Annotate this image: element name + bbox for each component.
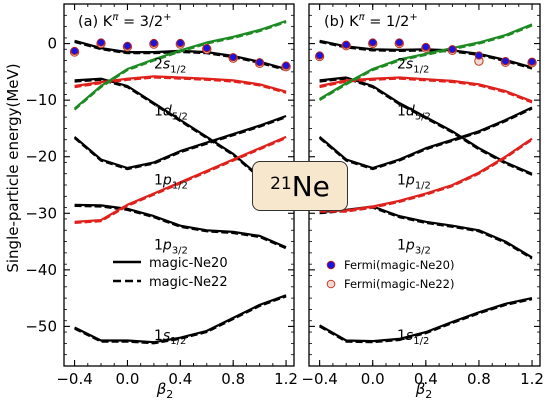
x-tick-label: −0.4 [56, 370, 92, 388]
x-tick-label: 0.4 [414, 370, 438, 388]
fermi-ne20-point [474, 51, 484, 60]
fermi-ne20-point [342, 40, 351, 49]
legend-marker [326, 260, 336, 270]
panel-title: (a) Kπ = 3/2+ [78, 12, 171, 30]
series-line-dashed-black-3 [74, 205, 287, 250]
fermi-ne20-point [149, 38, 158, 48]
fermi-ne20-point [315, 51, 324, 60]
x-axis-title-a: β2 [156, 380, 174, 401]
orbital-label: 1d5/2 [397, 103, 431, 122]
series-line-dashed-red-6 [74, 137, 287, 224]
nucleus-label-box: 21 Ne [252, 161, 348, 211]
x-tick-label: 0.8 [221, 370, 245, 388]
series-line-black-2 [318, 106, 533, 170]
orbital-label: 1d5/2 [154, 103, 188, 122]
series-line-green-7 [319, 23, 533, 100]
series-line-dashed-green-7 [73, 21, 287, 111]
y-tick-label: −50 [25, 317, 57, 335]
orbital-label: 2s1/2 [154, 56, 186, 75]
x-tick-label: 0.0 [361, 370, 385, 388]
series-line-black-2 [73, 114, 287, 170]
series-line-dashed-red-6 [319, 138, 533, 213]
series-group [73, 19, 287, 345]
orbital-label: 1p1/2 [397, 172, 431, 191]
series-line-dashed-black-2 [73, 116, 287, 171]
fermi-ne20-point [395, 38, 404, 47]
x-tick-label: 1.2 [274, 370, 298, 388]
legend-marker [326, 279, 336, 289]
x-tick-label: 0.4 [168, 370, 192, 388]
y-tick-label: −40 [25, 261, 57, 279]
series-line-dashed-black-0 [74, 41, 287, 72]
series-line-black-3 [74, 203, 287, 249]
x-axis-title-b: β2 [415, 380, 433, 401]
series-line-red-6 [74, 135, 287, 223]
fermi-ne20-point [448, 45, 457, 54]
y-tick-label: −10 [25, 91, 57, 109]
orbital-label: 1s1/2 [397, 328, 429, 347]
series-line-black-4 [319, 297, 533, 343]
orbital-label: 1p1/2 [154, 172, 188, 191]
y-tick-label: −30 [25, 204, 57, 222]
fermi-ne20-point [229, 53, 238, 62]
series-line-dashed-green-7 [319, 24, 533, 102]
svg-text:β2: β2 [156, 380, 174, 401]
y-tick-label: −20 [25, 148, 57, 166]
series-line-red-6 [319, 137, 533, 212]
fermi-ne20-point [281, 61, 291, 70]
series-line-dashed-black-4 [74, 295, 287, 345]
fermi-ne20-point [70, 46, 79, 56]
fermi-ne20-point [527, 57, 537, 66]
fermi-ne20-point [368, 38, 377, 47]
legend-label: Fermi(magic-Ne20) [344, 258, 455, 272]
legend-label: magic-Ne20 [149, 256, 228, 271]
fermi-ne20-point [501, 57, 510, 66]
legend-label: Fermi(magic-Ne22) [344, 277, 455, 291]
fermi-ne20-point [123, 41, 132, 50]
orbital-label: 1p3/2 [154, 237, 188, 256]
fermi-ne20-point [176, 38, 185, 48]
x-tick-label: 0.0 [116, 370, 140, 388]
orbital-label: 1p3/2 [397, 237, 431, 256]
legend-label: magic-Ne22 [149, 275, 228, 290]
fermi-ne20-point [421, 42, 430, 52]
x-tick-label: 1.2 [520, 370, 544, 388]
nucleus-symbol: Ne [291, 169, 330, 203]
series-line-green-7 [73, 19, 287, 110]
series-line-dashed-black-2 [318, 107, 533, 171]
x-tick-label: 0.8 [467, 370, 491, 388]
y-axis-title: Single-particle energy(MeV) [4, 63, 22, 272]
series-line-dashed-black-4 [319, 298, 533, 344]
fermi-ne20-point [255, 58, 264, 67]
panel-title: (b) Kπ = 1/2+ [324, 12, 418, 30]
nucleus-mass: 21 [270, 174, 292, 194]
orbital-label: 1s1/2 [154, 328, 186, 347]
panel-b: −0.4 0.0 0.4 0.8 1.2 (b) Kπ = 1/2+ 2s1/2 1d5/2 1… [301, 3, 544, 388]
series-line-black-4 [74, 294, 287, 344]
panel-a: −0.4 0.0 0.4 0.8 1.2 0 −10 −20 −30 −40 −50 (a) Kπ =… [25, 3, 298, 388]
fermi-ne20-point [202, 44, 211, 53]
svg-text:β2: β2 [415, 380, 433, 401]
orbital-label: 2s1/2 [397, 56, 429, 75]
x-tick-label: −0.4 [301, 370, 337, 388]
series-line-dashed-red-5 [319, 77, 533, 104]
y-tick-label: 0 [47, 35, 57, 53]
fermi-ne20-point [96, 38, 106, 47]
